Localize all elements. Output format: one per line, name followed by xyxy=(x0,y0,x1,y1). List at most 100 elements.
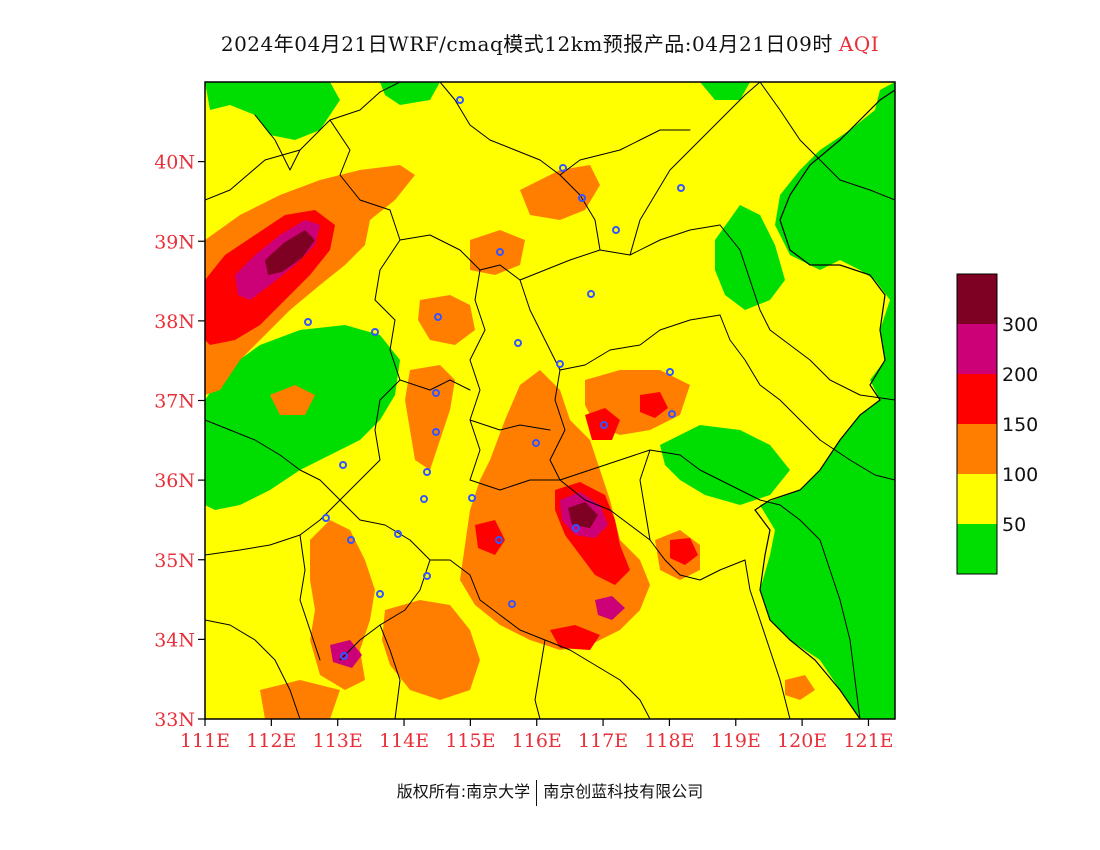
y-tick-label: 36N xyxy=(154,470,195,492)
station-marker xyxy=(578,194,586,202)
station-marker xyxy=(612,226,620,234)
stations xyxy=(304,96,685,660)
y-tick-label: 37N xyxy=(154,391,195,413)
station-marker xyxy=(508,600,516,608)
field-usg-small1 xyxy=(270,385,315,415)
x-tick-label: 111E xyxy=(180,730,230,752)
station-marker xyxy=(666,368,674,376)
field-usg-south2 xyxy=(260,680,340,719)
station-marker xyxy=(468,494,476,502)
field-usg-se-spot2 xyxy=(785,675,815,700)
y-tick-label: 33N xyxy=(154,709,195,731)
field-usg-mid-west2 xyxy=(418,295,475,345)
station-marker xyxy=(339,461,347,469)
station-marker xyxy=(600,421,608,429)
station-marker xyxy=(572,524,580,532)
field-good-east-patch xyxy=(660,425,790,505)
field-usg-northwest xyxy=(205,165,415,395)
aqi-field xyxy=(205,82,895,719)
x-tick-label: 117E xyxy=(578,730,628,752)
map-title: 2024年04月21日WRF/cmaq模式12km预报产品:04月21日09时 A… xyxy=(0,28,1100,57)
copyright-right: 南京创蓝科技有限公司 xyxy=(543,782,704,801)
station-marker xyxy=(556,360,564,368)
station-marker xyxy=(420,495,428,503)
station-marker xyxy=(587,290,595,298)
admin-boundaries xyxy=(205,82,895,719)
map-title-variable: AQI xyxy=(838,32,880,56)
station-marker xyxy=(432,389,440,397)
field-hazardous-central xyxy=(568,502,598,528)
coastline xyxy=(754,89,895,719)
x-tick-label: 116E xyxy=(512,730,562,752)
field-good-north-center xyxy=(380,82,440,105)
legend-swatch-0_50 xyxy=(957,524,997,574)
station-marker xyxy=(559,164,567,172)
station-marker xyxy=(340,652,348,660)
map-title-text: 2024年04月21日WRF/cmaq模式12km预报产品:04月21日09时 xyxy=(220,32,833,56)
field-good-sea-east xyxy=(760,82,895,719)
latitude-axis: 33N 34N 35N 36N 37N 38N 39N 40N xyxy=(154,152,205,731)
field-hazardous-nw xyxy=(265,230,315,275)
legend-label: 150 xyxy=(1002,414,1038,436)
station-marker xyxy=(304,318,312,326)
field-good-ne-spot xyxy=(700,82,750,100)
field-good-center-east xyxy=(715,205,785,310)
station-marker xyxy=(532,439,540,447)
station-marker xyxy=(668,410,676,418)
station-marker xyxy=(495,536,503,544)
footer-separator xyxy=(536,779,538,806)
copyright-left: 版权所有:南京大学 xyxy=(396,782,531,801)
field-good-north xyxy=(205,82,340,140)
station-marker xyxy=(496,248,504,256)
field-usg-mid-west xyxy=(405,365,455,470)
station-marker xyxy=(432,428,440,436)
station-marker xyxy=(322,514,330,522)
aqi-legend: 50 100 150 200 300 xyxy=(956,273,1038,575)
x-tick-label: 115E xyxy=(445,730,495,752)
legend-swatch-150_200 xyxy=(957,374,997,424)
longitude-axis: 111E 112E 113E 114E 115E 116E 117E 118E 119E 120E… xyxy=(180,719,894,752)
field-unhealthy-mid xyxy=(475,520,505,555)
field-good-west xyxy=(205,325,400,510)
field-usg-center-north2 xyxy=(520,165,600,220)
y-tick-label: 34N xyxy=(154,629,195,651)
x-tick-label: 119E xyxy=(711,730,761,752)
station-marker xyxy=(434,313,442,321)
legend-frame xyxy=(956,273,998,575)
field-usg-southwest xyxy=(310,520,375,690)
station-marker xyxy=(394,530,402,538)
x-tick-label: 114E xyxy=(379,730,429,752)
copyright-footer: 版权所有:南京大学 南京创蓝科技有限公司 xyxy=(0,778,1100,806)
station-marker xyxy=(514,339,522,347)
y-tick-label: 40N xyxy=(154,152,195,174)
station-marker xyxy=(456,96,464,104)
station-marker xyxy=(423,572,431,580)
legend-label: 100 xyxy=(1002,464,1038,486)
legend-swatch-_300 xyxy=(957,274,997,324)
y-tick-label: 38N xyxy=(154,311,195,333)
legend-swatch-200_300 xyxy=(957,324,997,374)
x-tick-label: 112E xyxy=(246,730,296,752)
legend-swatch-50_100 xyxy=(957,474,997,524)
field-very-unhealthy-south xyxy=(595,596,625,620)
y-tick-label: 39N xyxy=(154,231,195,253)
station-marker xyxy=(371,328,379,336)
field-unhealthy-east xyxy=(585,408,620,440)
station-marker xyxy=(423,468,431,476)
legend-label: 200 xyxy=(1002,364,1038,386)
y-tick-label: 35N xyxy=(154,550,195,572)
field-unhealthy-se xyxy=(670,538,698,565)
legend-label: 50 xyxy=(1002,514,1026,536)
station-marker xyxy=(677,184,685,192)
field-usg-south xyxy=(382,600,480,700)
station-marker xyxy=(376,590,384,598)
x-tick-label: 120E xyxy=(777,730,827,752)
legend-swatch-100_150 xyxy=(957,424,997,474)
legend-label: 300 xyxy=(1002,314,1038,336)
x-tick-label: 113E xyxy=(313,730,363,752)
field-unhealthy-south xyxy=(550,625,600,650)
x-tick-label: 118E xyxy=(644,730,694,752)
field-unhealthy-east2 xyxy=(640,392,668,418)
station-marker xyxy=(347,536,355,544)
